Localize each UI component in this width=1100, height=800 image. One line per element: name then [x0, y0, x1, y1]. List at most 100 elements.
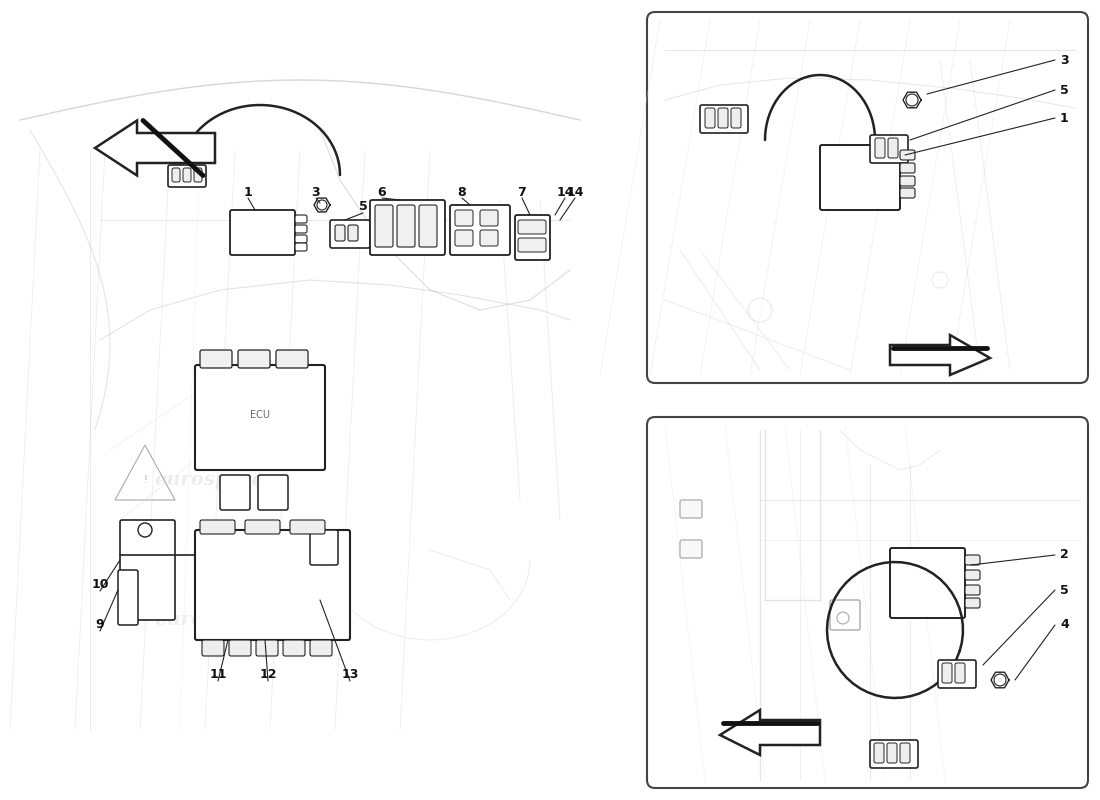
FancyBboxPatch shape	[419, 205, 437, 247]
Text: eurospares: eurospares	[806, 281, 917, 299]
FancyBboxPatch shape	[229, 640, 251, 656]
FancyBboxPatch shape	[705, 108, 715, 128]
Text: eurospares: eurospares	[155, 471, 275, 489]
Text: 6: 6	[377, 186, 386, 198]
FancyBboxPatch shape	[283, 640, 305, 656]
FancyBboxPatch shape	[220, 475, 250, 510]
FancyBboxPatch shape	[290, 520, 324, 534]
FancyBboxPatch shape	[397, 205, 415, 247]
FancyBboxPatch shape	[965, 570, 980, 580]
FancyBboxPatch shape	[295, 225, 307, 233]
FancyBboxPatch shape	[890, 548, 965, 618]
Text: !: !	[143, 475, 147, 485]
FancyBboxPatch shape	[295, 235, 307, 243]
FancyBboxPatch shape	[480, 230, 498, 246]
FancyBboxPatch shape	[874, 743, 884, 763]
FancyBboxPatch shape	[874, 138, 886, 158]
FancyBboxPatch shape	[200, 520, 235, 534]
FancyBboxPatch shape	[700, 105, 748, 133]
FancyBboxPatch shape	[310, 640, 332, 656]
FancyBboxPatch shape	[336, 225, 345, 241]
FancyBboxPatch shape	[455, 210, 473, 226]
FancyBboxPatch shape	[965, 555, 980, 565]
FancyBboxPatch shape	[870, 740, 918, 768]
FancyBboxPatch shape	[195, 365, 324, 470]
Text: 3: 3	[1060, 54, 1068, 66]
FancyBboxPatch shape	[680, 500, 702, 518]
FancyBboxPatch shape	[942, 663, 952, 683]
Text: 5: 5	[359, 201, 367, 214]
FancyBboxPatch shape	[375, 205, 393, 247]
FancyBboxPatch shape	[887, 743, 896, 763]
Circle shape	[837, 612, 849, 624]
FancyBboxPatch shape	[245, 520, 280, 534]
FancyBboxPatch shape	[276, 350, 308, 368]
FancyBboxPatch shape	[258, 475, 288, 510]
Text: 9: 9	[96, 618, 104, 631]
FancyBboxPatch shape	[348, 225, 358, 241]
Circle shape	[932, 272, 948, 288]
FancyBboxPatch shape	[480, 210, 498, 226]
FancyBboxPatch shape	[195, 530, 350, 640]
FancyBboxPatch shape	[820, 145, 900, 210]
Text: 4: 4	[1060, 618, 1069, 631]
Circle shape	[994, 674, 1006, 686]
FancyBboxPatch shape	[172, 168, 180, 182]
FancyBboxPatch shape	[168, 165, 206, 187]
FancyBboxPatch shape	[230, 210, 295, 255]
Text: ECU: ECU	[250, 410, 270, 420]
Text: 14: 14	[566, 186, 584, 198]
FancyBboxPatch shape	[830, 600, 860, 630]
FancyBboxPatch shape	[718, 108, 728, 128]
FancyBboxPatch shape	[450, 205, 510, 255]
Text: 11: 11	[209, 669, 227, 682]
Circle shape	[906, 94, 918, 106]
FancyBboxPatch shape	[647, 417, 1088, 788]
Polygon shape	[720, 710, 820, 755]
FancyBboxPatch shape	[455, 230, 473, 246]
FancyBboxPatch shape	[330, 220, 370, 248]
FancyBboxPatch shape	[965, 585, 980, 595]
Text: 5: 5	[1060, 583, 1069, 597]
FancyBboxPatch shape	[900, 163, 915, 173]
Text: 10: 10	[91, 578, 109, 591]
Text: 7: 7	[518, 186, 527, 198]
Text: 13: 13	[341, 669, 359, 682]
Text: eurospares: eurospares	[155, 611, 275, 629]
FancyBboxPatch shape	[200, 350, 232, 368]
Polygon shape	[890, 335, 990, 375]
Text: 14: 14	[557, 186, 574, 198]
Circle shape	[748, 298, 772, 322]
FancyBboxPatch shape	[955, 663, 965, 683]
Text: 2: 2	[1060, 549, 1069, 562]
FancyBboxPatch shape	[256, 640, 278, 656]
FancyBboxPatch shape	[120, 520, 175, 620]
Text: 3: 3	[311, 186, 320, 198]
Polygon shape	[95, 121, 214, 175]
Text: 1: 1	[243, 186, 252, 198]
FancyBboxPatch shape	[370, 200, 446, 255]
FancyBboxPatch shape	[194, 168, 202, 182]
FancyBboxPatch shape	[202, 640, 224, 656]
FancyBboxPatch shape	[518, 238, 546, 252]
Text: 1: 1	[1060, 111, 1069, 125]
FancyBboxPatch shape	[518, 220, 546, 234]
Circle shape	[138, 523, 152, 537]
FancyBboxPatch shape	[680, 540, 702, 558]
FancyBboxPatch shape	[965, 598, 980, 608]
Text: 8: 8	[458, 186, 466, 198]
FancyBboxPatch shape	[310, 530, 338, 565]
FancyBboxPatch shape	[647, 12, 1088, 383]
Text: 12: 12	[260, 669, 277, 682]
FancyBboxPatch shape	[900, 743, 910, 763]
FancyBboxPatch shape	[888, 138, 898, 158]
FancyBboxPatch shape	[870, 135, 907, 163]
FancyBboxPatch shape	[900, 150, 915, 160]
FancyBboxPatch shape	[515, 215, 550, 260]
FancyBboxPatch shape	[295, 215, 307, 223]
FancyBboxPatch shape	[900, 176, 915, 186]
Text: eurospares: eurospares	[806, 611, 917, 629]
FancyBboxPatch shape	[732, 108, 741, 128]
Text: 5: 5	[1060, 83, 1069, 97]
FancyBboxPatch shape	[118, 570, 138, 625]
